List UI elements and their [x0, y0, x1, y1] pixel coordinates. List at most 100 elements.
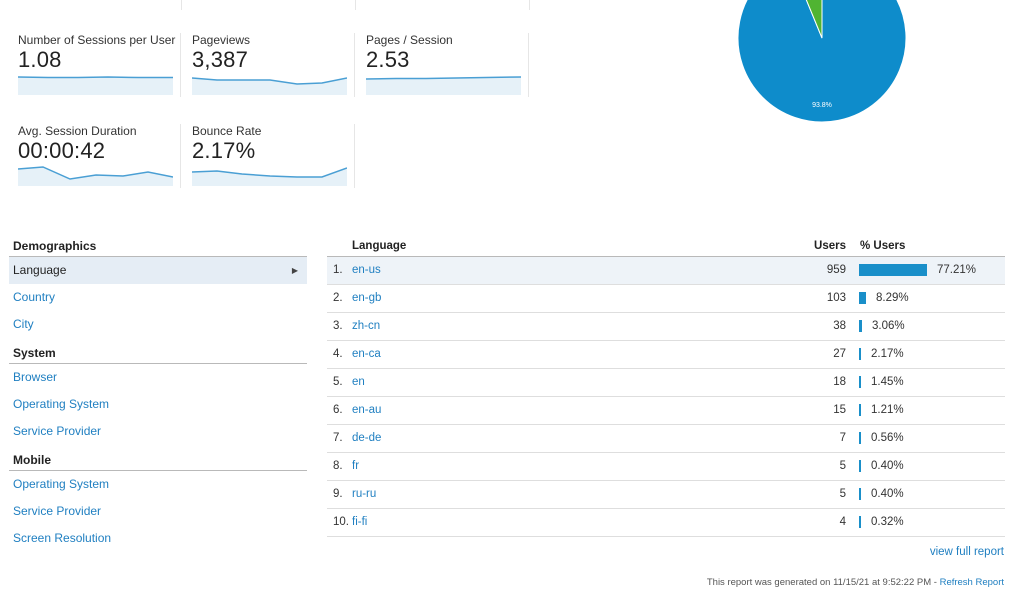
users-value: 18: [833, 376, 846, 388]
table-row: 1. en-us 959 77.21%: [327, 257, 1005, 285]
pct-users-value: 0.56%: [871, 432, 904, 444]
row-number: 3.: [333, 320, 343, 332]
row-number: 8.: [333, 460, 343, 472]
row-number: 10.: [333, 516, 349, 528]
pct-users-bar: [859, 432, 861, 444]
pct-users-value: 8.29%: [876, 292, 909, 304]
chevron-right-icon: ▶: [291, 266, 298, 275]
pie-slice-blue: [737, 0, 907, 123]
metric-label: Number of Sessions per User: [18, 33, 176, 47]
metric-label: Pages / Session: [366, 33, 453, 47]
table-row: 8. fr 5 0.40%: [327, 453, 1005, 481]
metric-pageviews: Pageviews 3,387: [192, 33, 355, 97]
metric-bounce-rate: Bounce Rate 2.17%: [192, 124, 355, 188]
language-table: Language Users % Users 1. en-us 959 77.21% 2…: [327, 238, 1005, 537]
pct-users-value: 0.40%: [871, 488, 904, 500]
nav-item-mobile-operating-system[interactable]: Operating System: [13, 477, 110, 491]
pie-slice-label: 93.8%: [812, 102, 832, 109]
metric-divider: [9, 0, 182, 10]
language-link[interactable]: en-ca: [352, 348, 381, 360]
users-value: 959: [826, 264, 846, 276]
sparkline: [366, 76, 521, 95]
nav-section-mobile: Mobile: [9, 452, 307, 471]
pct-users-bar: [859, 516, 861, 528]
language-link[interactable]: en-au: [352, 404, 382, 416]
pct-users-bar: [859, 404, 861, 416]
report-nav: Demographics Language ▶ Country City Sys…: [9, 238, 307, 552]
pct-users-bar: [859, 348, 861, 360]
table-row: 10. fi-fi 4 0.32%: [327, 509, 1005, 537]
sparkline: [192, 167, 347, 186]
nav-item-screen-resolution[interactable]: Screen Resolution: [13, 531, 112, 545]
nav-item-service-provider[interactable]: Service Provider: [13, 424, 102, 438]
pct-users-bar: [859, 460, 861, 472]
language-link[interactable]: zh-cn: [352, 320, 381, 332]
report-footer: This report was generated on 11/15/21 at…: [707, 577, 1004, 588]
users-value: 27: [833, 348, 846, 360]
metric-value: 1.08: [18, 47, 62, 72]
pct-users-value: 2.17%: [871, 348, 904, 360]
users-value: 5: [839, 460, 846, 472]
pct-users-bar: [859, 320, 862, 332]
nav-item-country[interactable]: Country: [13, 290, 56, 304]
language-link[interactable]: en-us: [352, 264, 381, 276]
column-header-users: Users: [814, 240, 846, 252]
metric-label: Pageviews: [192, 33, 251, 47]
row-number: 9.: [333, 488, 343, 500]
nav-item-language[interactable]: Language ▶: [9, 257, 307, 284]
pct-users-value: 3.06%: [872, 320, 905, 332]
metric-label: Avg. Session Duration: [18, 124, 137, 138]
nav-item-mobile-service-provider[interactable]: Service Provider: [13, 504, 102, 518]
pct-users-value: 77.21%: [937, 264, 977, 276]
metric-avg-session-duration: Avg. Session Duration 00:00:42: [18, 124, 181, 188]
users-value: 38: [833, 320, 846, 332]
metric-divider: [357, 0, 530, 10]
sparkline: [192, 77, 347, 95]
pct-users-value: 1.45%: [871, 376, 904, 388]
users-value: 15: [833, 404, 846, 416]
language-link[interactable]: en: [352, 376, 365, 388]
table-header: Language Users % Users: [327, 238, 1005, 257]
column-header-pct-users: % Users: [860, 240, 906, 252]
row-number: 2.: [333, 292, 343, 304]
metric-sessions-per-user: Number of Sessions per User 1.08: [18, 33, 181, 97]
pct-users-value: 1.21%: [871, 404, 904, 416]
metric-divider: [183, 0, 356, 10]
pct-users-value: 0.32%: [871, 516, 904, 528]
table-row: 7. de-de 7 0.56%: [327, 425, 1005, 453]
metric-value: 2.53: [366, 47, 410, 72]
language-link[interactable]: ru-ru: [352, 488, 377, 500]
pct-users-bar: [859, 488, 861, 500]
language-link[interactable]: en-gb: [352, 292, 382, 304]
table-row: 5. en 18 1.45%: [327, 369, 1005, 397]
row-number: 1.: [333, 264, 343, 276]
nav-item-city[interactable]: City: [13, 317, 34, 331]
pct-users-bar: [859, 264, 927, 276]
pct-users-bar: [859, 292, 866, 304]
view-full-report-link[interactable]: view full report: [929, 546, 1004, 558]
row-number: 4.: [333, 348, 343, 360]
table-row: 3. zh-cn 38 3.06%: [327, 313, 1005, 341]
nav-item-browser[interactable]: Browser: [13, 370, 58, 384]
language-link[interactable]: de-de: [352, 432, 382, 444]
metric-value: 2.17%: [192, 138, 256, 163]
language-link[interactable]: fi-fi: [352, 516, 368, 528]
table-row: 4. en-ca 27 2.17%: [327, 341, 1005, 369]
refresh-report-link[interactable]: Refresh Report: [939, 577, 1004, 588]
users-value: 103: [826, 292, 846, 304]
sparkline: [18, 166, 173, 186]
metric-value: 3,387: [192, 47, 249, 72]
row-number: 5.: [333, 376, 343, 388]
nav-section-system: System: [9, 345, 307, 364]
metric-pages-per-session: Pages / Session 2.53: [366, 33, 529, 97]
nav-item-label: Language: [13, 263, 67, 277]
nav-item-operating-system[interactable]: Operating System: [13, 397, 110, 411]
table-row: 2. en-gb 103 8.29%: [327, 285, 1005, 313]
pct-users-bar: [859, 376, 861, 388]
users-value: 4: [839, 516, 846, 528]
language-link[interactable]: fr: [352, 460, 360, 472]
row-number: 6.: [333, 404, 343, 416]
pie-chart: 93.8%: [736, 0, 908, 129]
metric-value: 00:00:42: [18, 138, 106, 163]
table-row: 9. ru-ru 5 0.40%: [327, 481, 1005, 509]
